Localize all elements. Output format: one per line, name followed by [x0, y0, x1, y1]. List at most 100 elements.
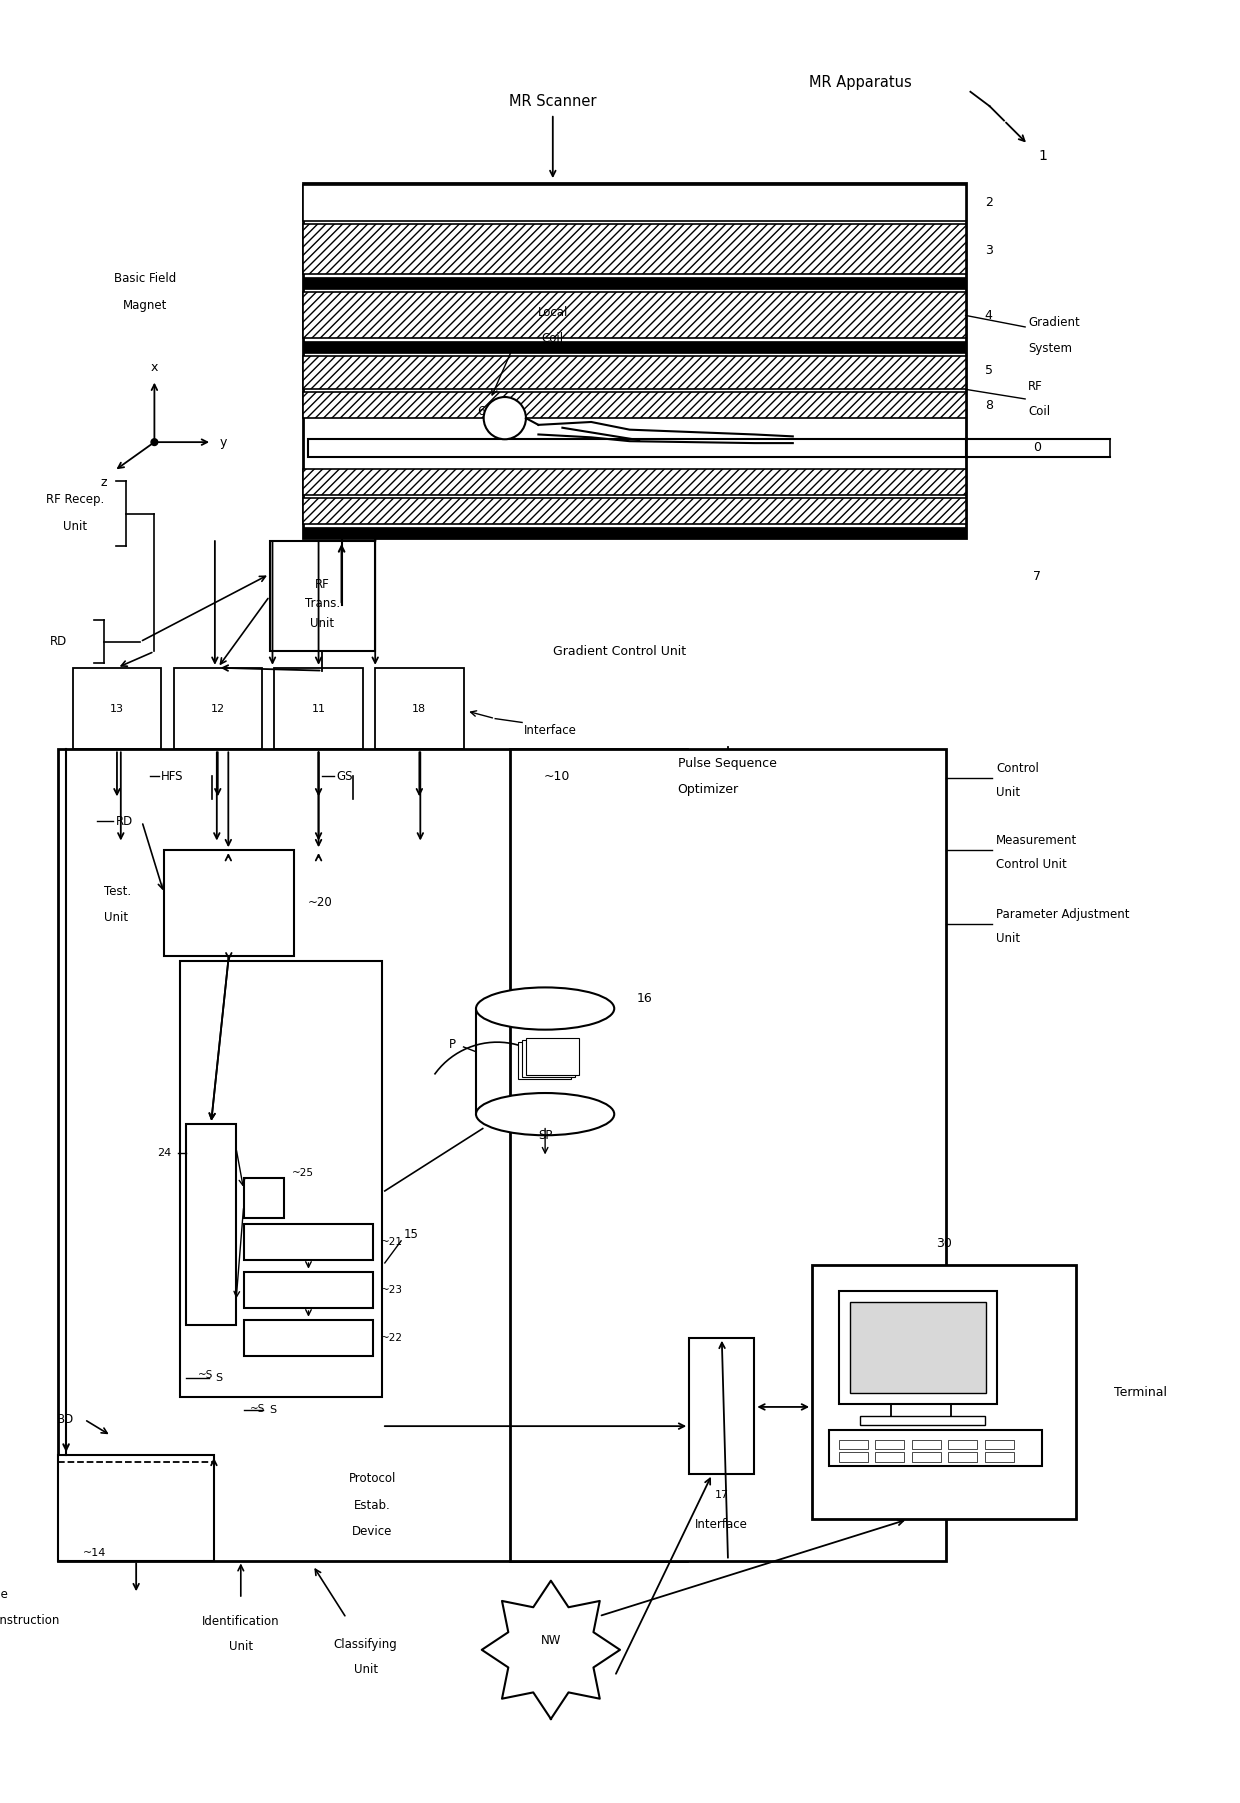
Polygon shape — [482, 1581, 620, 1718]
Text: 24: 24 — [157, 1147, 171, 1158]
Bar — [911, 1451, 941, 1462]
Text: System: System — [1028, 341, 1073, 355]
Bar — [522, 1040, 575, 1076]
Text: Local: Local — [538, 307, 568, 319]
Bar — [174, 667, 262, 750]
Text: Unit: Unit — [353, 1662, 378, 1675]
Text: ~20: ~20 — [308, 896, 332, 909]
Text: 30: 30 — [936, 1237, 952, 1249]
Text: 12: 12 — [211, 703, 224, 714]
Bar — [164, 851, 294, 956]
Bar — [274, 667, 363, 750]
Bar — [839, 1439, 868, 1450]
Bar — [851, 1302, 986, 1392]
Bar — [949, 1439, 977, 1450]
Bar — [304, 186, 966, 222]
Text: 15: 15 — [404, 1228, 419, 1240]
Circle shape — [151, 438, 157, 445]
Bar — [476, 1008, 614, 1114]
Text: ~10: ~10 — [543, 770, 569, 783]
Bar — [861, 1415, 985, 1424]
Text: Control: Control — [996, 763, 1039, 775]
Text: 18: 18 — [412, 703, 427, 714]
Text: Coil: Coil — [1028, 406, 1050, 418]
Text: ~23: ~23 — [381, 1286, 403, 1295]
Bar — [812, 1266, 1076, 1520]
Text: 2: 2 — [985, 197, 993, 209]
Text: Unit: Unit — [996, 786, 1021, 799]
Ellipse shape — [476, 1093, 614, 1136]
Text: Pulse Sequence: Pulse Sequence — [677, 757, 776, 770]
Bar — [304, 498, 966, 523]
Text: 5: 5 — [985, 364, 993, 377]
Text: GS: GS — [337, 770, 353, 783]
Bar — [304, 224, 966, 274]
Text: Trans.: Trans. — [305, 597, 340, 611]
Bar — [244, 1320, 373, 1356]
Bar — [244, 1177, 284, 1217]
Text: ~21: ~21 — [381, 1237, 403, 1248]
Text: P: P — [449, 1037, 456, 1051]
Text: Unit: Unit — [63, 519, 87, 534]
Text: MR Apparatus: MR Apparatus — [808, 74, 911, 90]
Text: Basic Field: Basic Field — [114, 272, 176, 285]
Text: RD: RD — [117, 815, 133, 828]
Bar — [839, 1291, 997, 1405]
Ellipse shape — [476, 988, 614, 1030]
Text: 4: 4 — [985, 308, 993, 323]
Bar — [304, 355, 966, 389]
Bar — [304, 292, 966, 339]
Text: x: x — [151, 361, 157, 373]
Text: 0: 0 — [1033, 442, 1040, 454]
Text: 6: 6 — [477, 406, 485, 418]
Text: 3: 3 — [985, 243, 993, 256]
Bar — [526, 1039, 579, 1075]
Text: 17: 17 — [714, 1491, 729, 1500]
Text: ~14: ~14 — [82, 1547, 105, 1558]
Text: Image: Image — [0, 1588, 9, 1601]
Text: Measurement: Measurement — [996, 835, 1078, 847]
Text: MR Scanner: MR Scanner — [510, 94, 596, 108]
Bar — [180, 961, 382, 1397]
Text: 1: 1 — [1038, 150, 1047, 162]
Bar — [244, 1271, 373, 1307]
Text: Device: Device — [352, 1525, 393, 1538]
Bar — [186, 1123, 236, 1325]
Bar — [839, 1451, 868, 1462]
Bar — [304, 182, 966, 537]
Text: Coil: Coil — [542, 332, 564, 344]
Text: Reconstruction: Reconstruction — [0, 1614, 61, 1626]
Text: Interface: Interface — [525, 723, 577, 737]
Bar — [949, 1451, 977, 1462]
Text: RF Recep.: RF Recep. — [46, 494, 104, 507]
Bar — [376, 667, 464, 750]
Text: S: S — [216, 1374, 222, 1383]
Text: z: z — [100, 476, 107, 489]
Text: Unit: Unit — [228, 1641, 253, 1653]
Text: 11: 11 — [311, 703, 326, 714]
Bar — [304, 278, 966, 288]
Text: BD: BD — [57, 1414, 73, 1426]
Text: 13: 13 — [110, 703, 124, 714]
Bar — [244, 1224, 373, 1260]
Text: Unit: Unit — [996, 932, 1021, 945]
Circle shape — [484, 397, 526, 440]
Text: Gradient: Gradient — [1028, 316, 1080, 328]
Bar — [830, 1430, 1043, 1466]
Text: Parameter Adjustment: Parameter Adjustment — [996, 909, 1130, 921]
Text: Gradient Control Unit: Gradient Control Unit — [553, 645, 686, 658]
Bar — [985, 1439, 1013, 1450]
Bar — [875, 1451, 904, 1462]
Text: Control Unit: Control Unit — [996, 858, 1068, 871]
Bar — [304, 393, 966, 418]
Text: RF: RF — [1028, 380, 1043, 393]
Text: 16: 16 — [636, 992, 652, 1006]
Text: Protocol: Protocol — [348, 1473, 396, 1486]
Text: Optimizer: Optimizer — [677, 783, 739, 797]
Bar — [689, 1338, 754, 1475]
Text: ~22: ~22 — [381, 1332, 403, 1343]
Bar — [308, 440, 966, 456]
Bar — [875, 1439, 904, 1450]
Text: NW: NW — [541, 1634, 560, 1646]
Bar — [304, 526, 966, 537]
